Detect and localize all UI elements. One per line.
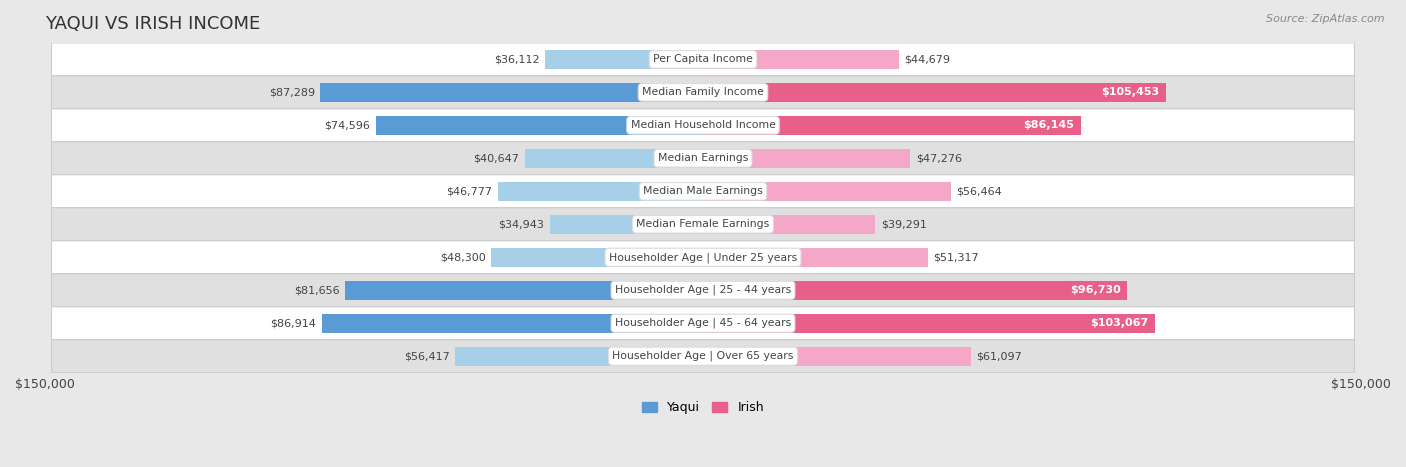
Text: $47,276: $47,276 [915,153,962,163]
Text: $46,777: $46,777 [447,186,492,196]
Text: $51,317: $51,317 [934,252,979,262]
FancyBboxPatch shape [52,340,1354,373]
Bar [456,347,703,366]
Text: $86,914: $86,914 [270,318,316,328]
Text: Median Male Earnings: Median Male Earnings [643,186,763,196]
Text: Householder Age | 45 - 64 years: Householder Age | 45 - 64 years [614,318,792,328]
FancyBboxPatch shape [52,274,1354,307]
FancyBboxPatch shape [52,76,1354,109]
Bar [703,347,972,366]
Bar [524,149,703,168]
Bar [498,182,703,201]
Text: Per Capita Income: Per Capita Income [652,54,754,64]
Bar [322,314,703,333]
Text: $86,145: $86,145 [1024,120,1074,130]
Bar [491,248,703,267]
Bar [703,182,950,201]
Bar [321,83,703,102]
Text: $56,417: $56,417 [405,351,450,361]
Text: $44,679: $44,679 [904,54,950,64]
Bar [703,248,928,267]
FancyBboxPatch shape [52,241,1354,274]
Text: $39,291: $39,291 [880,219,927,229]
Bar [703,215,876,234]
Text: $56,464: $56,464 [956,186,1001,196]
Text: Median Earnings: Median Earnings [658,153,748,163]
Text: Median Female Earnings: Median Female Earnings [637,219,769,229]
Text: $34,943: $34,943 [499,219,544,229]
Legend: Yaqui, Irish: Yaqui, Irish [637,396,769,419]
Bar [703,281,1128,300]
Text: $103,067: $103,067 [1090,318,1149,328]
Bar [375,116,703,135]
FancyBboxPatch shape [52,43,1354,76]
FancyBboxPatch shape [52,109,1354,142]
Bar [544,50,703,69]
Text: Householder Age | Over 65 years: Householder Age | Over 65 years [612,351,794,361]
Bar [703,314,1156,333]
Text: Median Family Income: Median Family Income [643,87,763,97]
Text: $48,300: $48,300 [440,252,486,262]
Bar [344,281,703,300]
FancyBboxPatch shape [52,142,1354,175]
Text: Householder Age | Under 25 years: Householder Age | Under 25 years [609,252,797,262]
Bar [550,215,703,234]
Text: $74,596: $74,596 [325,120,370,130]
Text: $81,656: $81,656 [294,285,339,295]
Text: $96,730: $96,730 [1070,285,1121,295]
Bar [703,50,898,69]
FancyBboxPatch shape [52,307,1354,340]
Bar [703,116,1081,135]
Bar [703,149,911,168]
Bar [703,83,1166,102]
FancyBboxPatch shape [52,208,1354,241]
Text: Source: ZipAtlas.com: Source: ZipAtlas.com [1267,14,1385,24]
FancyBboxPatch shape [52,175,1354,208]
Text: $87,289: $87,289 [269,87,315,97]
Text: $105,453: $105,453 [1101,87,1159,97]
Text: Householder Age | 25 - 44 years: Householder Age | 25 - 44 years [614,285,792,296]
Text: $61,097: $61,097 [976,351,1022,361]
Text: $36,112: $36,112 [494,54,540,64]
Text: YAQUI VS IRISH INCOME: YAQUI VS IRISH INCOME [45,15,260,33]
Text: $40,647: $40,647 [474,153,519,163]
Text: Median Household Income: Median Household Income [630,120,776,130]
